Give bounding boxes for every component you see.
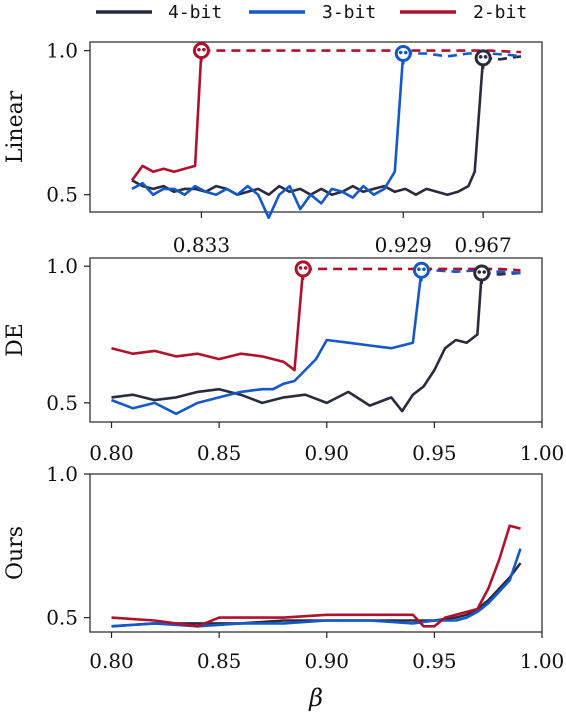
series-line-ours-3bit: [111, 548, 522, 628]
xtick-label-de-3: 0.95: [412, 441, 457, 465]
series-dashed-de-3bit: [421, 268, 521, 275]
xtick-label-ours-1: 0.85: [197, 649, 242, 673]
collapse-marker-linear-2bit: [192, 42, 210, 62]
ytick-label-de-1: 1.0: [46, 254, 78, 278]
axes-frame-linear: [89, 41, 543, 213]
legend: 4-bit 3-bit 2-bit: [96, 2, 527, 23]
ticks-linear: 0.5 1.0 0.833 0.929 0.967: [46, 39, 512, 257]
collapse-marker-de-3bit: [412, 261, 430, 282]
series-dashed-de-2bit: [303, 267, 521, 272]
series-line-ours-2bit: [111, 524, 521, 628]
xtick-label-linear-1: 0.929: [375, 233, 432, 257]
series-linear: [130, 42, 522, 220]
legend-label-4bit: 4-bit: [168, 2, 222, 23]
x-axis-label: β: [308, 684, 323, 712]
legend-entry-3bit: 3-bit: [249, 2, 376, 23]
xtick-label-de-0: 0.80: [89, 441, 134, 465]
panel-linear: Linear 0.5 1.0 0.833 0.929 0.967: [3, 39, 543, 257]
xtick-label-ours-0: 0.80: [89, 649, 134, 673]
axes-frame-de: [89, 257, 543, 423]
xtick-label-de-4: 1.00: [520, 441, 565, 465]
panel-ours: Ours 0.5 1.0 0.80 0.85 0.90 0.95 1.00: [3, 462, 564, 673]
legend-entry-2bit: 2-bit: [400, 2, 527, 23]
ylabel-de: DE: [3, 323, 28, 357]
xtick-label-ours-3: 0.95: [412, 649, 457, 673]
series-dashed-linear-3bit: [403, 52, 522, 58]
ytick-label-de-0: 0.5: [46, 391, 78, 415]
series-de: [111, 260, 521, 416]
axes-frame-ours: [89, 473, 543, 633]
ytick-label-linear-1: 1.0: [46, 39, 78, 63]
series-line-ours-4bit: [111, 562, 522, 628]
series-line-linear-3bit: [131, 53, 405, 220]
series-line-de-2bit: [111, 268, 305, 372]
ytick-label-ours-1: 1.0: [46, 462, 78, 486]
xtick-label-linear-0: 0.833: [173, 233, 230, 257]
xtick-label-de-2: 0.90: [304, 441, 349, 465]
xtick-label-ours-2: 0.90: [304, 649, 349, 673]
legend-label-3bit: 3-bit: [322, 2, 376, 23]
series-dashed-linear-2bit: [201, 49, 522, 54]
series-line-linear-4bit: [131, 57, 485, 196]
ytick-label-ours-0: 0.5: [46, 606, 78, 630]
collapse-marker-de-4bit: [473, 264, 491, 285]
collapse-marker-linear-4bit: [474, 49, 492, 69]
ticks-de: 0.5 1.0 0.80 0.85 0.90 0.95 1.00: [46, 254, 564, 465]
series-ours: [111, 524, 522, 628]
series-line-linear-2bit: [130, 50, 203, 182]
xtick-label-de-1: 0.85: [197, 441, 242, 465]
ytick-label-linear-0: 0.5: [46, 183, 78, 207]
legend-entry-4bit: 4-bit: [96, 2, 222, 23]
panel-de: DE 0.5 1.0 0.80 0.85 0.90 0.95 1.00: [3, 254, 564, 465]
ylabel-linear: Linear: [3, 90, 28, 163]
xtick-label-linear-2: 0.967: [455, 233, 512, 257]
ylabel-ours: Ours: [3, 526, 28, 580]
collapse-marker-de-2bit: [294, 260, 312, 280]
collapse-marker-linear-3bit: [394, 45, 412, 65]
ticks-ours: 0.5 1.0 0.80 0.85 0.90 0.95 1.00: [46, 462, 564, 673]
series-line-de-4bit: [111, 272, 483, 413]
xtick-label-ours-4: 1.00: [520, 649, 565, 673]
series-line-de-3bit: [111, 270, 423, 416]
legend-label-2bit: 2-bit: [473, 2, 527, 23]
